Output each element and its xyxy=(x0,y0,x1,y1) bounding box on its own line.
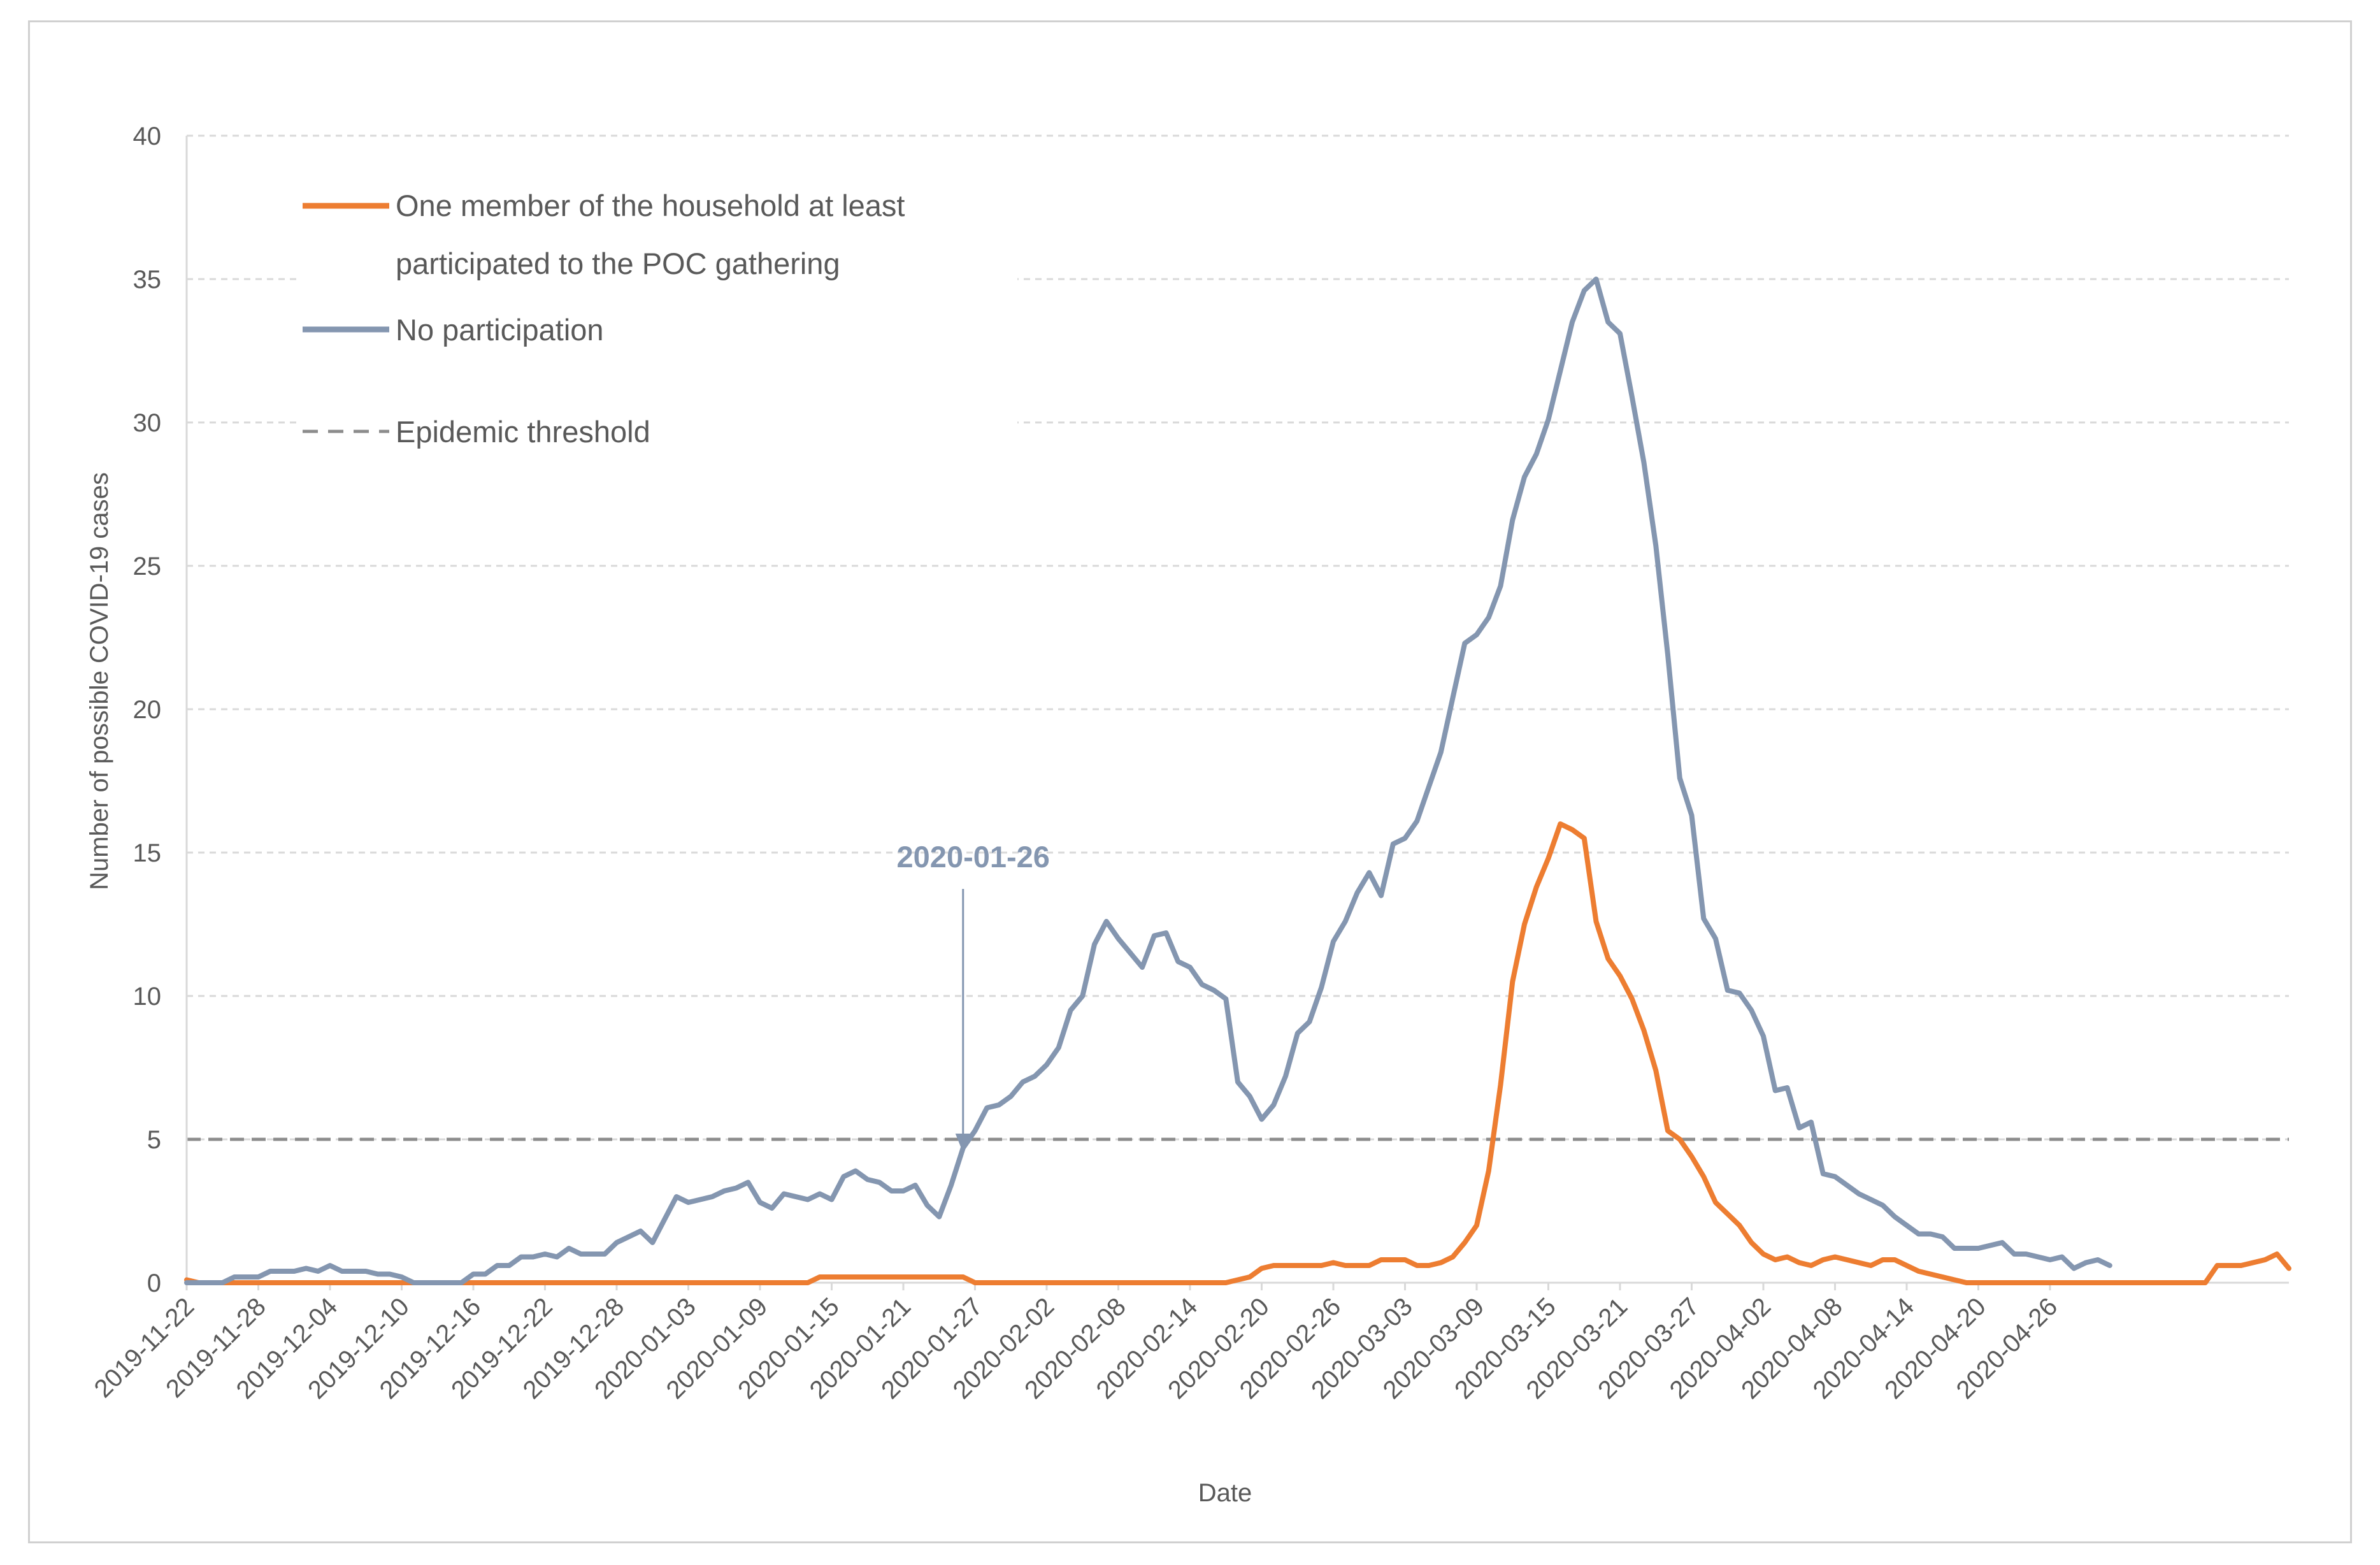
y-tick-label-40: 40 xyxy=(133,122,162,150)
y-tick-label-0: 0 xyxy=(147,1269,161,1297)
y-tick-label-10: 10 xyxy=(133,983,162,1011)
annotation: 2020-01-26 xyxy=(897,840,1050,1153)
legend-label-participation-line2: participated to the POC gathering xyxy=(396,247,840,280)
series-lines xyxy=(184,277,2291,1285)
legend-label-no-participation: No participation xyxy=(396,313,604,347)
y-tick-label-15: 15 xyxy=(133,839,162,867)
y-tick-label-30: 30 xyxy=(133,409,162,437)
series-line-participation xyxy=(184,821,2291,1285)
y-tick-label-25: 25 xyxy=(133,552,162,581)
legend: One member of the household at least par… xyxy=(298,175,1017,494)
x-axis-title: Date xyxy=(1198,1479,1252,1507)
y-tick-label-20: 20 xyxy=(133,696,162,724)
chart-frame: 0 5 10 15 20 25 30 35 40 2019-11-22 2019-11-28 2019… xyxy=(28,20,2352,1543)
line-chart: 05101520253035402019-11-222019-11-282019… xyxy=(85,122,2291,1507)
legend-label-participation-line1: One member of the household at least xyxy=(396,189,905,222)
series-line-no-participation xyxy=(184,277,2112,1285)
legend-background xyxy=(298,175,1017,494)
y-tick-label-35: 35 xyxy=(133,266,162,294)
annotation-arrow-head xyxy=(955,1134,971,1153)
annotation-date-label: 2020-01-26 xyxy=(897,840,1050,874)
legend-label-threshold: Epidemic threshold xyxy=(396,415,650,449)
y-tick-label-5: 5 xyxy=(147,1126,161,1154)
y-axis-title: Number of possible COVID-19 cases xyxy=(85,472,113,890)
